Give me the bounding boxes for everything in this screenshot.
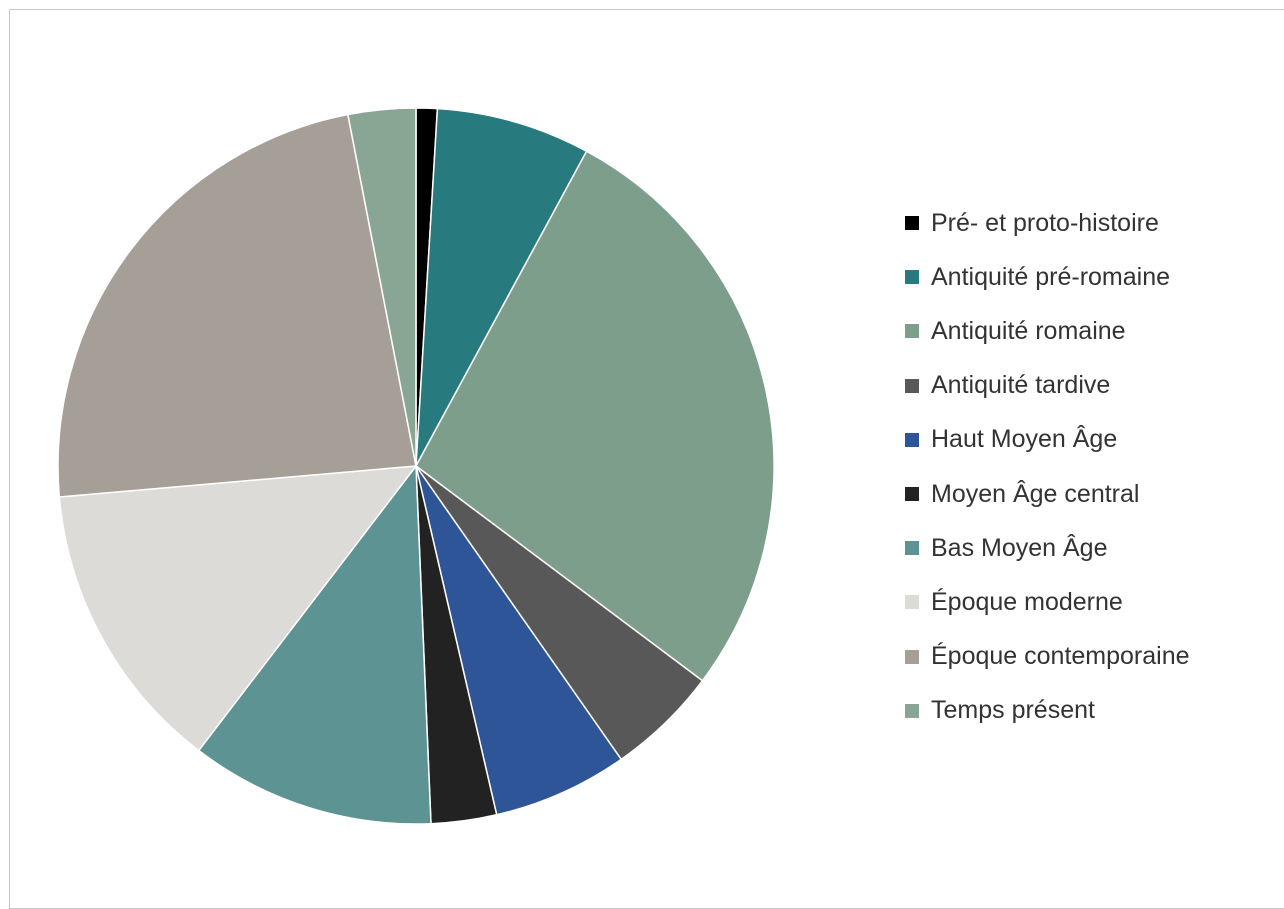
legend-item: Bas Moyen Âge	[905, 521, 1190, 575]
legend-label: Haut Moyen Âge	[931, 425, 1118, 454]
legend-label: Pré- et proto-histoire	[931, 208, 1159, 237]
legend-item: Époque contemporaine	[905, 630, 1190, 684]
legend-label: Moyen Âge central	[931, 479, 1140, 508]
legend-label: Temps présent	[931, 696, 1095, 725]
legend-swatch	[905, 324, 919, 339]
legend-label: Antiquité tardive	[931, 371, 1111, 400]
pie-slice-10	[347, 107, 417, 467]
legend-item: Pré- et proto-histoire	[905, 196, 1190, 250]
legend-item: Antiquité tardive	[905, 359, 1190, 413]
legend-item: Temps présent	[905, 684, 1190, 738]
legend-label: Époque contemporaine	[931, 642, 1190, 671]
legend-swatch	[905, 216, 919, 231]
legend-swatch	[905, 487, 919, 502]
legend-swatch	[905, 270, 919, 285]
legend-label: Époque moderne	[931, 587, 1123, 616]
legend-item: Moyen Âge central	[905, 467, 1190, 521]
legend-swatch	[905, 378, 919, 393]
legend-label: Bas Moyen Âge	[931, 533, 1108, 562]
legend-item: Haut Moyen Âge	[905, 413, 1190, 467]
pie-slice-3	[415, 150, 775, 682]
pie-slice-2	[415, 107, 588, 467]
legend-swatch	[905, 595, 919, 610]
legend-item: Époque moderne	[905, 575, 1190, 629]
pie-slice-7	[197, 465, 432, 825]
chart-legend: Pré- et proto-histoire Antiquité pré-roma…	[905, 196, 1190, 738]
pie-slice-5	[415, 465, 622, 816]
pie-slice-9	[57, 113, 417, 498]
legend-item: Antiquité pré-romaine	[905, 250, 1190, 304]
legend-swatch	[905, 649, 919, 664]
legend-item: Antiquité romaine	[905, 304, 1190, 358]
legend-label: Antiquité pré-romaine	[931, 262, 1171, 291]
legend-swatch	[905, 432, 919, 447]
legend-swatch	[905, 703, 919, 718]
legend-label: Antiquité romaine	[931, 316, 1126, 345]
legend-swatch	[905, 541, 919, 556]
pie-slice-8	[58, 465, 417, 752]
